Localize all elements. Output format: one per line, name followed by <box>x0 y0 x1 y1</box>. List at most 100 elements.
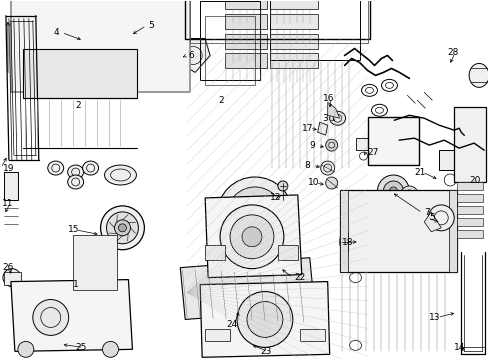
Text: 5: 5 <box>428 213 434 222</box>
Text: 12: 12 <box>269 193 281 202</box>
Ellipse shape <box>249 210 260 220</box>
Ellipse shape <box>427 205 453 231</box>
Text: 10: 10 <box>307 179 319 188</box>
Text: 1: 1 <box>73 280 78 289</box>
Ellipse shape <box>242 227 262 247</box>
Text: 16: 16 <box>322 94 333 103</box>
Ellipse shape <box>67 165 83 179</box>
Ellipse shape <box>320 161 334 175</box>
Ellipse shape <box>388 187 397 195</box>
Ellipse shape <box>67 175 83 189</box>
Ellipse shape <box>383 181 403 201</box>
Text: 2: 2 <box>218 96 224 105</box>
Bar <box>269 0 359 60</box>
Polygon shape <box>180 258 314 319</box>
Bar <box>277 245 297 260</box>
Bar <box>205 329 229 341</box>
Text: 24: 24 <box>225 320 237 329</box>
Bar <box>299 329 324 341</box>
Bar <box>11 0 190 92</box>
Bar <box>185 0 369 39</box>
Text: 9: 9 <box>309 141 315 150</box>
Bar <box>456 206 482 214</box>
Text: 11: 11 <box>2 199 13 208</box>
Bar <box>438 150 460 170</box>
Bar <box>453 107 485 182</box>
Ellipse shape <box>104 165 136 185</box>
Polygon shape <box>175 39 210 72</box>
Bar <box>224 54 266 68</box>
Ellipse shape <box>18 341 34 357</box>
Text: 22: 22 <box>294 273 305 282</box>
Bar <box>224 33 266 49</box>
Bar <box>224 0 266 9</box>
Bar <box>456 218 482 226</box>
Bar <box>367 117 419 165</box>
Polygon shape <box>4 272 21 285</box>
Text: 3: 3 <box>322 114 328 123</box>
Text: 7: 7 <box>424 208 429 217</box>
Bar <box>269 33 317 49</box>
Text: 4: 4 <box>54 28 59 37</box>
Ellipse shape <box>101 206 144 250</box>
Ellipse shape <box>229 215 273 259</box>
Ellipse shape <box>106 212 138 244</box>
Text: 6: 6 <box>188 51 194 60</box>
Ellipse shape <box>237 292 292 347</box>
Text: 28: 28 <box>447 48 458 57</box>
Text: 18: 18 <box>341 238 352 247</box>
Ellipse shape <box>325 139 337 151</box>
Text: 17: 17 <box>301 124 313 133</box>
Ellipse shape <box>325 177 337 189</box>
Ellipse shape <box>400 186 417 204</box>
Text: 27: 27 <box>367 148 378 157</box>
Ellipse shape <box>468 63 488 87</box>
Ellipse shape <box>72 19 100 46</box>
Text: 8: 8 <box>304 161 310 170</box>
Text: 15: 15 <box>67 225 79 234</box>
Polygon shape <box>327 102 339 118</box>
Ellipse shape <box>48 161 63 175</box>
Polygon shape <box>424 212 440 232</box>
Bar <box>456 194 482 202</box>
Text: 26: 26 <box>2 263 13 272</box>
Polygon shape <box>11 280 132 351</box>
Text: 5: 5 <box>148 21 154 30</box>
Ellipse shape <box>329 111 345 125</box>
Text: 19: 19 <box>3 163 15 172</box>
Bar <box>448 190 456 272</box>
Bar <box>339 190 456 272</box>
Bar <box>269 14 317 28</box>
Bar <box>269 54 317 68</box>
Text: 2: 2 <box>76 101 81 110</box>
Bar <box>344 212 399 232</box>
Ellipse shape <box>377 175 408 207</box>
Text: 21: 21 <box>413 167 425 176</box>
Bar <box>224 14 266 28</box>
Ellipse shape <box>116 19 144 46</box>
Text: 25: 25 <box>76 343 87 352</box>
Bar <box>4 172 18 200</box>
Ellipse shape <box>243 203 266 227</box>
Ellipse shape <box>3 269 21 287</box>
Polygon shape <box>317 122 327 135</box>
Ellipse shape <box>81 28 89 37</box>
Bar <box>190 0 367 42</box>
Bar <box>456 182 482 190</box>
Polygon shape <box>65 28 79 45</box>
Text: 20: 20 <box>468 176 480 185</box>
Bar <box>339 190 347 272</box>
Ellipse shape <box>118 224 126 232</box>
Bar <box>205 15 254 85</box>
Bar <box>269 0 317 9</box>
Ellipse shape <box>277 181 287 191</box>
Ellipse shape <box>102 341 118 357</box>
Bar <box>205 245 224 260</box>
Ellipse shape <box>226 187 282 243</box>
Bar <box>73 235 117 289</box>
Ellipse shape <box>217 177 292 253</box>
Bar <box>456 230 482 238</box>
Polygon shape <box>200 282 329 357</box>
Text: 23: 23 <box>260 347 271 356</box>
Polygon shape <box>205 195 301 278</box>
